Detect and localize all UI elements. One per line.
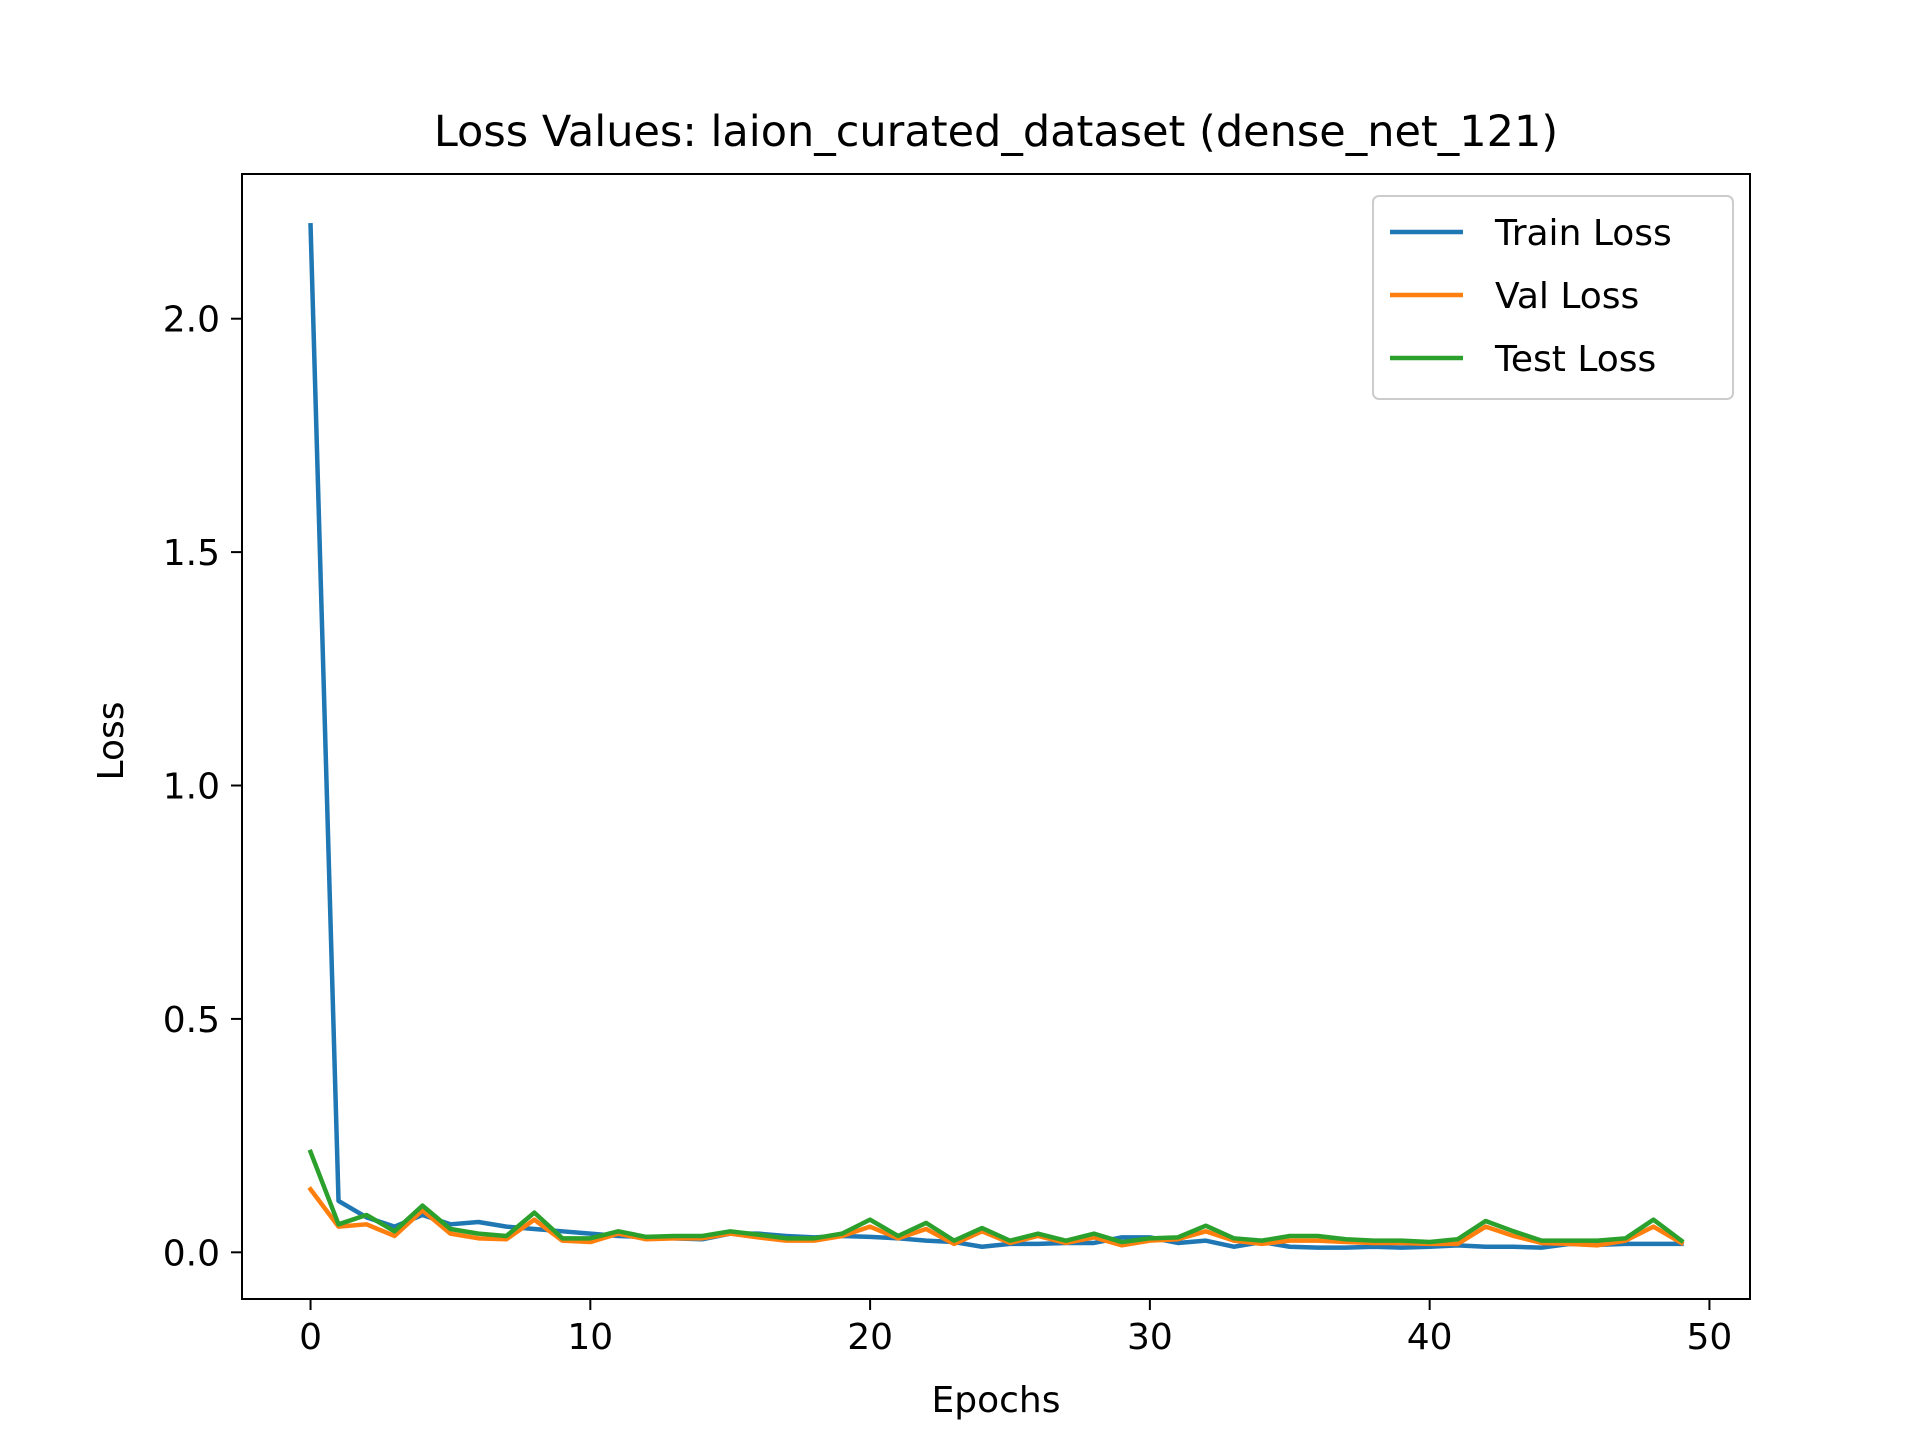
- series-line-val-loss: [307, 1186, 1685, 1248]
- axes-frame: [241, 173, 1751, 1300]
- legend-label: Test Loss: [1494, 339, 1656, 380]
- x-tick-label: 30: [1127, 1317, 1173, 1358]
- legend-label: Val Loss: [1495, 276, 1639, 317]
- plot-area: 0 10 20 30 40 50 0.0 0.5 1.0 1.5 2.0: [163, 173, 1751, 1358]
- x-tick-label: 20: [847, 1317, 893, 1358]
- series-line-test-loss: [307, 1149, 1685, 1245]
- chart-title: Loss Values: laion_curated_dataset (dens…: [434, 107, 1558, 157]
- y-tick-label: 0.0: [163, 1233, 220, 1274]
- legend-label: Train Loss: [1494, 213, 1672, 254]
- x-tick-label: 10: [567, 1317, 613, 1358]
- y-axis-label: Loss: [91, 702, 132, 781]
- legend: Train Loss Val Loss Test Loss: [1372, 195, 1734, 400]
- x-tick-label: 40: [1407, 1317, 1453, 1358]
- legend-box: [1372, 195, 1734, 400]
- x-axis-label: Epochs: [932, 1380, 1061, 1421]
- x-tick-label: 0: [299, 1317, 322, 1358]
- y-tick-label: 0.5: [163, 1000, 220, 1041]
- x-tick-label: 50: [1687, 1317, 1733, 1358]
- y-tick-label: 2.0: [163, 300, 220, 341]
- y-tick-label: 1.5: [163, 533, 220, 574]
- y-tick-label: 1.0: [163, 767, 220, 808]
